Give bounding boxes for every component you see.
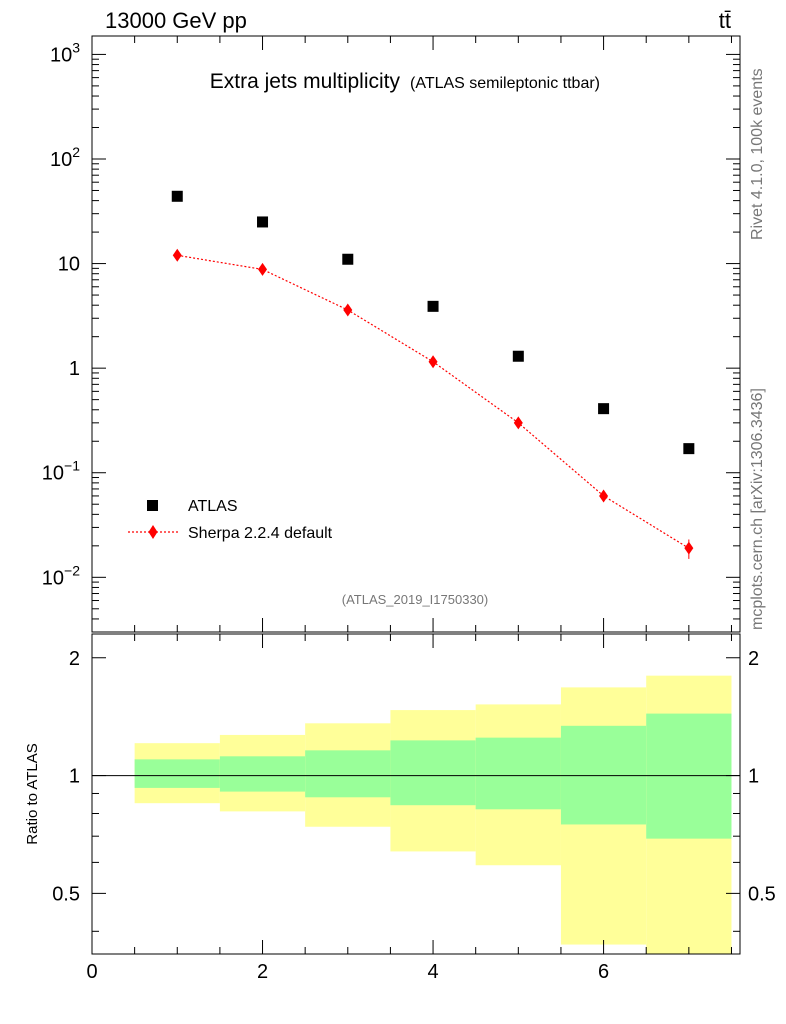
ratio-ytick-label-left: 0.5 [52,883,80,905]
source-info: mcplots.cern.ch [arXiv:1306.3436] [749,388,766,630]
ratio-ytick-label-right: 0.5 [748,883,776,905]
atlas-point [512,350,524,362]
ratio-ticks [91,634,740,954]
sherpa-point [172,248,182,262]
sherpa-series [172,248,694,559]
legend-atlas-label: ATLAS [188,498,238,515]
ratio-inner-band [390,740,476,806]
ratio-panel: 0.5 0.5 1 1 2 2 0 2 4 6 Ratio to ATLAS [24,633,776,983]
legend-sherpa-label: Sherpa 2.2.4 default [188,525,333,542]
sherpa-point [258,262,268,276]
sherpa-point [599,489,609,503]
atlas-point [683,443,695,455]
main-ytick-labels: 10−2 10−1 1 10 102 103 [42,39,80,589]
ratio-inner-band [134,759,220,788]
xtick-label: 4 [427,961,438,983]
legend-sherpa-marker [148,525,158,539]
energy-label: 13000 GeV pp [105,8,247,33]
atlas-series [171,190,695,455]
ratio-inner-band [219,756,306,792]
xtick-label: 6 [598,961,609,983]
rivet-info: Rivet 4.1.0, 100k events [749,68,766,240]
ratio-ytick-label-left: 1 [69,766,80,788]
main-ytick-label: 1 [69,358,80,380]
chart-subtitle: (ATLAS semileptonic ttbar) [410,75,600,92]
ratio-frame [91,633,741,955]
atlas-point [171,190,183,202]
ratio-bands [134,675,732,954]
atlas-point [598,403,610,415]
ratio-ytick-label-left: 2 [69,648,80,670]
analysis-watermark: (ATLAS_2019_I1750330) [342,592,488,607]
xtick-label: 0 [86,961,97,983]
legend-atlas-marker [147,500,158,511]
main-ytick-label: 10−2 [42,562,80,589]
xtick-label: 2 [257,961,268,983]
process-label: tt̄ [719,8,731,33]
main-ytick-label: 10 [58,254,80,276]
sherpa-line [177,254,690,549]
atlas-point [257,216,269,228]
main-ytick-label: 10−1 [42,458,80,485]
ratio-ytick-label-right: 1 [748,766,759,788]
main-ticks [91,36,740,633]
main-panel: 10−2 10−1 1 10 102 103 Extra jets multiplicit… [42,35,741,633]
main-ytick-label: 102 [50,144,80,171]
ratio-ytick-label-right: 2 [748,648,759,670]
atlas-point [427,300,439,312]
legend: ATLAS Sherpa 2.2.4 default [128,498,333,542]
main-ytick-label: 103 [50,39,80,66]
main-frame [91,35,741,633]
ratio-ytick-labels: 0.5 0.5 1 1 2 2 [52,648,776,906]
sherpa-point [343,303,353,317]
ratio-inner-band [305,750,391,798]
ratio-ylabel: Ratio to ATLAS [24,743,41,844]
atlas-point [342,253,354,265]
ratio-inner-band [646,713,732,839]
chart-title: Extra jets multiplicity [210,70,401,93]
sherpa-point [513,416,523,430]
xtick-labels: 0 2 4 6 [86,961,609,983]
sherpa-point [428,355,438,369]
sherpa-point [684,541,694,555]
ratio-inner-band [475,737,561,810]
